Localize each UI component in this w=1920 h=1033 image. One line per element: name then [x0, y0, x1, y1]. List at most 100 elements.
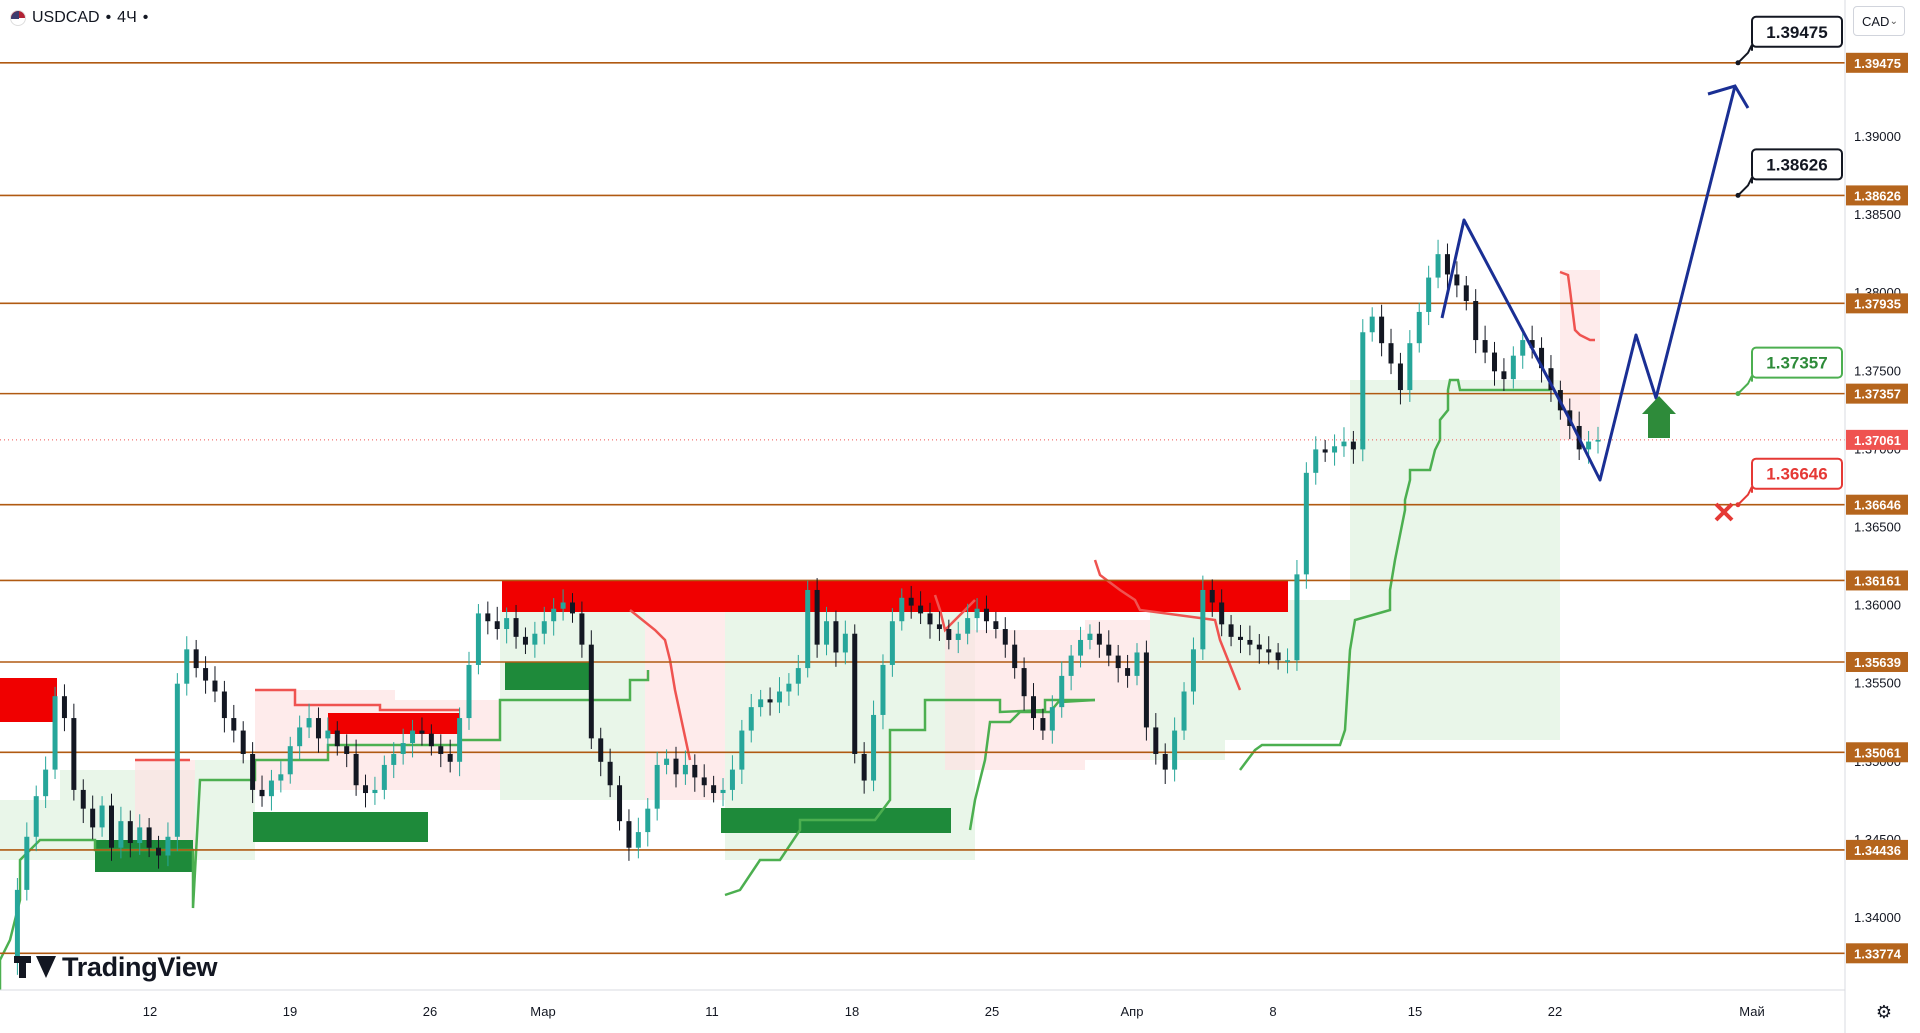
- candle-body: [325, 730, 331, 739]
- candle-body: [80, 789, 86, 809]
- candle-body: [598, 738, 604, 762]
- y-tick-label: 1.36500: [1854, 520, 1901, 535]
- candle-body: [203, 668, 209, 681]
- callout-anchor: [1735, 502, 1741, 508]
- callout-box: [1751, 15, 1843, 48]
- candle-body: [767, 699, 773, 703]
- resistance-trail-line: [629, 609, 692, 761]
- candle-body: [61, 696, 67, 719]
- callout-box: [1751, 148, 1843, 181]
- candle-body: [1501, 371, 1507, 380]
- callout-label: 1.36646: [1766, 465, 1827, 484]
- candle-body: [1256, 644, 1262, 650]
- candle-body: [1266, 649, 1272, 653]
- candle-body: [551, 608, 557, 622]
- gear-icon[interactable]: ⚙: [1875, 1001, 1893, 1022]
- x-tick-label: Апр: [1121, 1004, 1144, 1019]
- current-price-text: 1.37061: [1854, 433, 1901, 448]
- level-price-badge: [1846, 651, 1908, 672]
- level-price-badge: [1846, 570, 1908, 591]
- level-price-text: 1.35639: [1854, 655, 1901, 670]
- y-tick-label: 1.38500: [1854, 207, 1901, 222]
- level-price-text: 1.38626: [1854, 188, 1901, 203]
- candle-body: [344, 746, 350, 754]
- candle-body: [983, 608, 989, 622]
- x-icon: [1714, 502, 1734, 522]
- candle-body: [1529, 340, 1535, 348]
- x-tick-label: Май: [1739, 1004, 1764, 1019]
- demand-zone: [505, 662, 592, 690]
- candle-body: [758, 699, 764, 708]
- candle-body: [955, 633, 961, 640]
- candle-body: [692, 764, 698, 778]
- candle-body: [1294, 574, 1300, 661]
- candle-body: [673, 758, 679, 775]
- candle-body: [861, 753, 867, 781]
- interval-label: 4Ч: [117, 9, 137, 26]
- callout-pointer: [1737, 375, 1753, 395]
- candle-body: [137, 827, 143, 844]
- candle-body: [1313, 449, 1319, 473]
- candle-body: [579, 613, 585, 645]
- candle-body: [1341, 441, 1347, 447]
- candle-body: [1444, 254, 1450, 275]
- candle-body: [1435, 254, 1441, 278]
- candle-body: [532, 633, 538, 645]
- callout-label: 1.37357: [1766, 354, 1827, 373]
- candle-body: [99, 805, 105, 828]
- candle-body: [1303, 472, 1309, 575]
- symbol-name: USDCAD: [32, 9, 100, 26]
- candle-body: [1162, 753, 1168, 770]
- candle-body: [946, 629, 952, 640]
- y-tick-label: 1.37500: [1854, 363, 1901, 378]
- candle-body: [776, 691, 782, 703]
- candle-body: [1181, 691, 1187, 731]
- candle-body: [748, 707, 754, 731]
- level-price-text: 1.39475: [1854, 56, 1901, 71]
- level-price-text: 1.36646: [1854, 498, 1901, 513]
- candle-body: [1021, 668, 1027, 697]
- candle-body: [1031, 696, 1037, 719]
- y-tick-label: 1.34000: [1854, 910, 1901, 925]
- y-tick-label: 1.35500: [1854, 676, 1901, 691]
- candle-body: [259, 789, 265, 797]
- candle-body: [250, 753, 256, 790]
- symbol-header[interactable]: USDCAD • 4Ч •: [10, 8, 148, 28]
- candle-body: [729, 769, 735, 790]
- candle-body: [1153, 727, 1159, 754]
- candle-body: [90, 808, 96, 828]
- candle-body: [1379, 316, 1385, 344]
- candle-body: [1416, 311, 1422, 344]
- candle-body: [880, 664, 886, 715]
- candle-body: [635, 832, 641, 848]
- resistance-trail-line: [1559, 270, 1595, 342]
- candle-body: [1115, 655, 1121, 669]
- callout-pointer: [1737, 176, 1753, 197]
- candle-body: [1190, 649, 1196, 692]
- level-price-text: 1.33774: [1854, 946, 1902, 961]
- candle-body: [569, 602, 575, 614]
- level-price-text: 1.37357: [1854, 387, 1901, 402]
- candle-body: [786, 683, 792, 692]
- candle-body: [936, 624, 942, 630]
- candle-body: [466, 664, 472, 719]
- candle-body: [1275, 652, 1281, 661]
- candle-body: [231, 718, 237, 731]
- candle-body: [428, 733, 434, 747]
- candle-body: [626, 821, 632, 848]
- candle-body: [410, 730, 416, 744]
- level-price-badge: [1846, 943, 1908, 964]
- candle-body: [701, 777, 707, 786]
- candle-body: [682, 764, 688, 775]
- candle-body: [1247, 639, 1253, 645]
- candle-body: [1040, 718, 1046, 731]
- candle-body: [184, 649, 190, 684]
- zone-fill: [1350, 380, 1560, 740]
- currency-dropdown[interactable]: CAD ⌄: [1853, 6, 1905, 36]
- level-price-badge: [1846, 52, 1908, 73]
- resistance-trail-line: [933, 594, 976, 633]
- candle-body: [1096, 633, 1102, 645]
- candle-body: [795, 668, 801, 684]
- candle-body: [720, 789, 726, 794]
